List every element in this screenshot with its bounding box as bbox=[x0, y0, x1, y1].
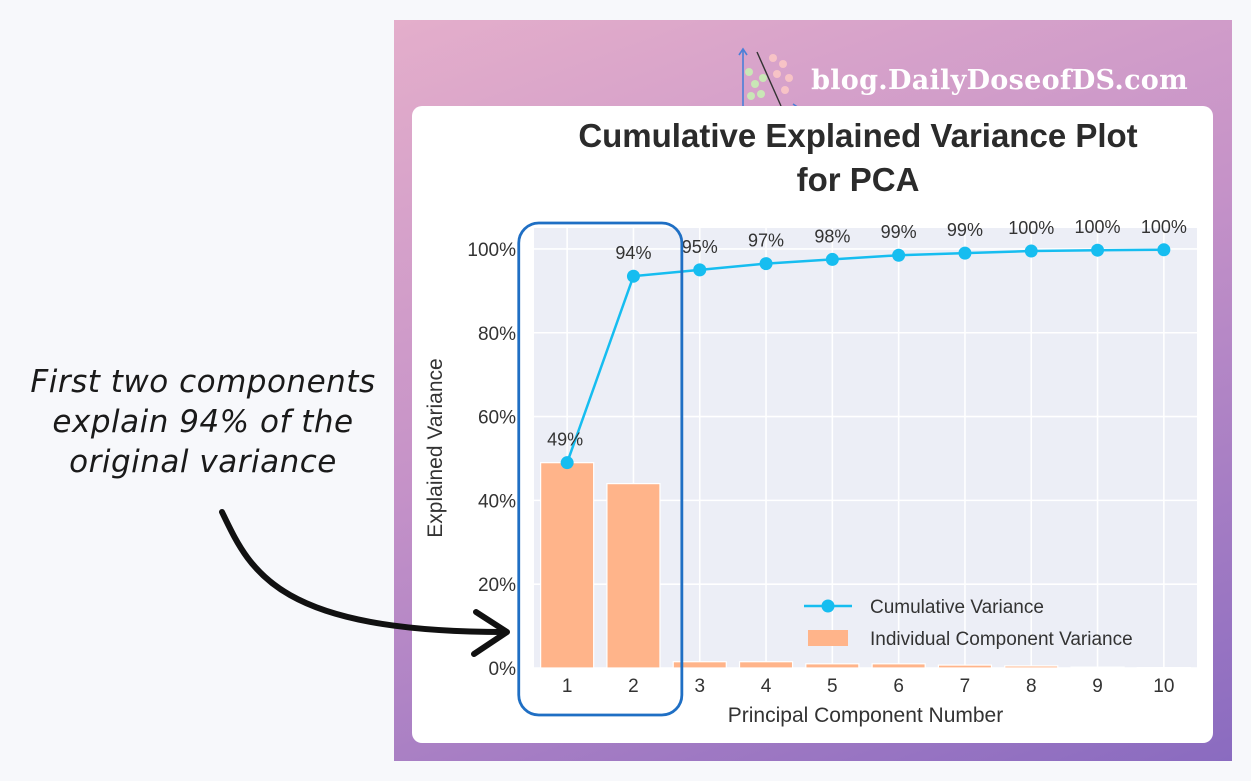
cumulative-point bbox=[958, 246, 972, 260]
cumulative-data-label: 100% bbox=[1008, 218, 1054, 238]
legend-point-swatch bbox=[821, 599, 835, 613]
cumulative-data-label: 49% bbox=[547, 430, 583, 450]
variance-bar bbox=[937, 664, 993, 669]
chart-title: Cumulative Explained Variance Plot bbox=[578, 117, 1137, 154]
x-tick-label: 10 bbox=[1153, 676, 1174, 697]
cumulative-point bbox=[560, 456, 574, 470]
y-tick-label: 0% bbox=[489, 659, 517, 680]
annotation-line: original variance bbox=[69, 444, 337, 480]
cumulative-point bbox=[759, 257, 773, 271]
y-tick-label: 100% bbox=[467, 240, 516, 261]
x-tick-label: 4 bbox=[761, 676, 772, 697]
x-tick-label: 9 bbox=[1092, 676, 1103, 697]
x-tick-label: 8 bbox=[1026, 676, 1037, 697]
cumulative-line bbox=[565, 248, 1164, 464]
cumulative-point bbox=[825, 252, 839, 266]
cumulative-data-label: 99% bbox=[947, 220, 983, 240]
cumulative-data-label: 95% bbox=[682, 237, 718, 257]
variance-bar bbox=[1070, 666, 1125, 669]
annotation-line: First two components bbox=[30, 364, 376, 400]
x-tick-label: 2 bbox=[628, 676, 639, 697]
variance-bar bbox=[606, 483, 661, 669]
highlight-box bbox=[517, 221, 684, 717]
x-axis-label: Principal Component Number bbox=[728, 704, 1003, 727]
variance-bar bbox=[805, 663, 860, 669]
chart-frame: blog.DailyDoseofDS.com Cumulative Explai… bbox=[394, 20, 1232, 761]
x-tick-label: 3 bbox=[694, 676, 705, 697]
cumulative-data-label: 100% bbox=[1075, 217, 1121, 237]
cumulative-data-label: 100% bbox=[1141, 217, 1187, 237]
legend-label-individual: Individual Component Variance bbox=[870, 629, 1133, 650]
brand: blog.DailyDoseofDS.com bbox=[733, 44, 1188, 116]
cumulative-point bbox=[892, 248, 906, 262]
variance-bar bbox=[672, 661, 727, 669]
y-tick-label: 80% bbox=[478, 324, 516, 345]
cumulative-point bbox=[1091, 243, 1105, 257]
cumulative-point bbox=[693, 263, 707, 277]
x-tick-label: 1 bbox=[562, 676, 573, 697]
cumulative-data-label: 99% bbox=[881, 222, 917, 242]
scatter-logo-icon bbox=[738, 47, 801, 113]
cumulative-data-label: 94% bbox=[615, 243, 651, 263]
chart-title: for PCA bbox=[797, 161, 920, 198]
cumulative-point bbox=[1024, 244, 1038, 258]
chart-card: Cumulative Explained Variance Plot for PC… bbox=[412, 106, 1213, 743]
y-axis-label: Explained Variance bbox=[424, 358, 447, 537]
x-tick-label: 6 bbox=[893, 676, 904, 697]
variance-bar bbox=[540, 462, 595, 669]
pca-variance-chart: Cumulative Explained Variance Plot for PC… bbox=[424, 117, 1197, 727]
cumulative-point bbox=[1157, 243, 1171, 257]
y-tick-label: 40% bbox=[478, 491, 516, 512]
x-tick-label: 7 bbox=[960, 676, 971, 697]
y-tick-label: 20% bbox=[478, 575, 516, 596]
annotation-text: First two components explain 94% of the … bbox=[8, 362, 398, 482]
annotation-line: explain 94% of the bbox=[52, 404, 354, 440]
x-tick-label: 5 bbox=[827, 676, 838, 697]
cumulative-point bbox=[626, 269, 640, 283]
variance-bar bbox=[738, 661, 794, 669]
cumulative-data-label: 97% bbox=[748, 231, 784, 251]
legend-bar-swatch bbox=[808, 630, 848, 646]
variance-bar bbox=[1004, 665, 1059, 669]
y-tick-label: 60% bbox=[478, 408, 516, 429]
cumulative-data-label: 98% bbox=[814, 226, 850, 246]
variance-bar bbox=[871, 663, 926, 669]
legend-label-cumulative: Cumulative Variance bbox=[870, 597, 1044, 618]
brand-text: blog.DailyDoseofDS.com bbox=[811, 64, 1188, 96]
